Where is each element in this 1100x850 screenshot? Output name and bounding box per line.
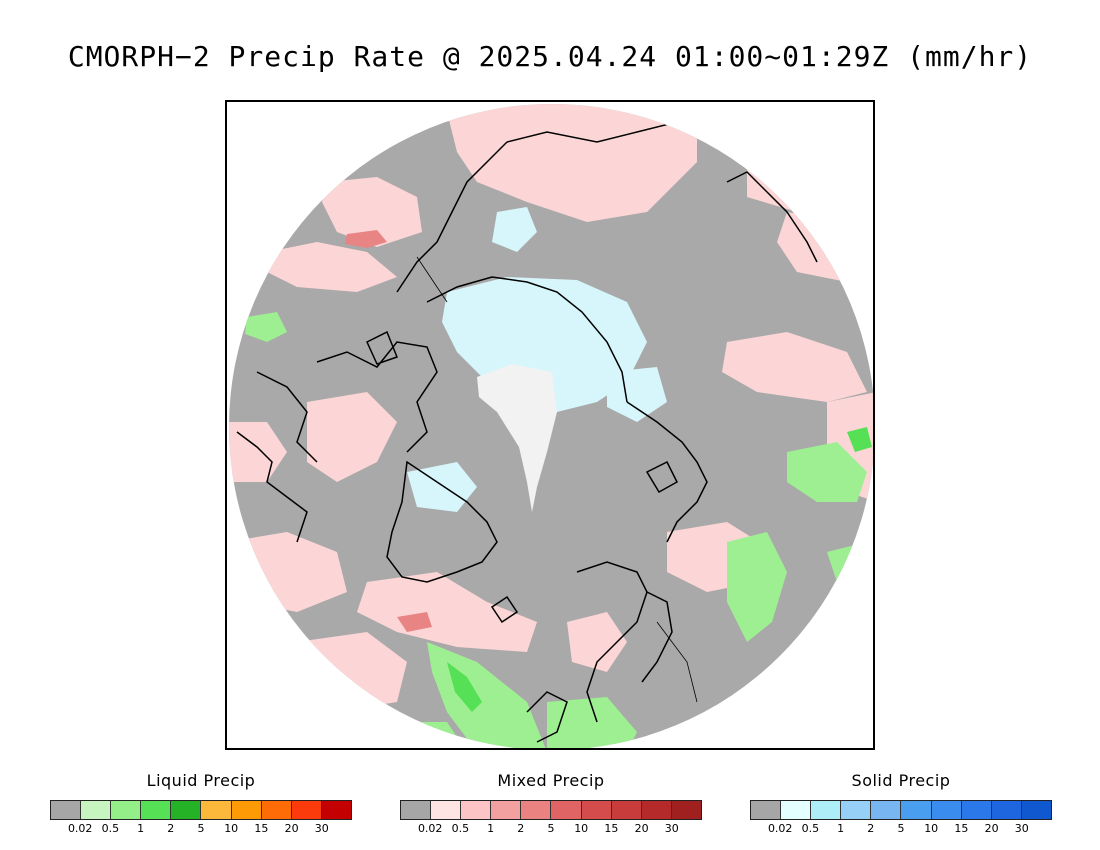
tick-label: 0.5 [801, 822, 820, 835]
tick-label: 2 [867, 822, 875, 835]
liquid-precip-moderate [447, 427, 872, 712]
mixed-precip-heavy [345, 230, 432, 632]
color-swatch [521, 801, 552, 819]
tick-label: 10 [924, 822, 939, 835]
legend-title: Solid Precip [851, 771, 951, 790]
color-swatch [581, 801, 612, 819]
legend-mixed: Mixed Precip 0.02 0.5 1 2 5 10 15 20 30 [400, 770, 702, 836]
color-swatch [991, 801, 1022, 819]
coastlines [236, 121, 818, 743]
legend-solid: Solid Precip 0.02 0.5 1 2 5 10 15 20 30 [750, 770, 1052, 836]
tick-label: 1 [487, 822, 495, 835]
sea-ice-zone [477, 364, 557, 512]
color-swatch [781, 801, 812, 819]
color-swatch [871, 801, 902, 819]
tick-label: 2 [167, 822, 175, 835]
mixed-precip-areas [229, 104, 873, 712]
color-swatch [141, 801, 172, 819]
color-swatch [201, 801, 232, 819]
color-swatch [671, 801, 701, 819]
color-swatch [231, 801, 262, 819]
color-swatch [431, 801, 462, 819]
tick-label: 0.5 [101, 822, 120, 835]
color-swatch [901, 801, 932, 819]
tick-labels: 0.02 0.5 1 2 5 10 15 20 30 [400, 822, 702, 836]
tick-label: 1 [137, 822, 145, 835]
color-swatch [611, 801, 642, 819]
tick-label: 1 [837, 822, 845, 835]
color-scale [400, 800, 702, 820]
tick-label: 0.5 [451, 822, 470, 835]
tick-label: 20 [284, 822, 299, 835]
tick-label: 30 [314, 822, 329, 835]
tick-label: 5 [197, 822, 205, 835]
tick-label: 10 [574, 822, 589, 835]
map-canvas [229, 104, 873, 748]
tick-label: 15 [954, 822, 969, 835]
tick-label: 0.02 [417, 822, 443, 835]
map-title: CMORPH−2 Precip Rate @ 2025.04.24 01:00~… [67, 40, 1033, 73]
tick-label: 5 [897, 822, 905, 835]
tick-labels: 0.02 0.5 1 2 5 10 15 20 30 [750, 822, 1052, 836]
tick-label: 20 [634, 822, 649, 835]
color-swatch [321, 801, 351, 819]
tick-label: 15 [254, 822, 269, 835]
tick-label: 5 [547, 822, 555, 835]
color-swatch [841, 801, 872, 819]
tick-label: 0.02 [67, 822, 93, 835]
color-swatch [51, 801, 82, 819]
color-swatch [261, 801, 292, 819]
color-swatch [931, 801, 962, 819]
polar-precip-map [225, 100, 875, 750]
color-swatch [401, 801, 432, 819]
legend-title: Mixed Precip [497, 771, 605, 790]
legend-liquid: Liquid Precip 0.02 0.5 1 2 5 10 15 20 30 [50, 770, 352, 836]
tick-label: 15 [604, 822, 619, 835]
color-swatch [291, 801, 322, 819]
tick-label: 0.02 [767, 822, 793, 835]
color-swatch [811, 801, 842, 819]
color-scale [50, 800, 352, 820]
color-swatch [551, 801, 582, 819]
color-swatch [81, 801, 112, 819]
color-swatch [171, 801, 202, 819]
legend-title: Liquid Precip [146, 771, 256, 790]
color-swatch [1021, 801, 1051, 819]
tick-label: 30 [1014, 822, 1029, 835]
tick-label: 2 [517, 822, 525, 835]
color-swatch [961, 801, 992, 819]
tick-labels: 0.02 0.5 1 2 5 10 15 20 30 [50, 822, 352, 836]
color-swatch [111, 801, 142, 819]
color-swatch [491, 801, 522, 819]
color-swatch [751, 801, 782, 819]
color-swatch [641, 801, 672, 819]
tick-label: 20 [984, 822, 999, 835]
color-scale [750, 800, 1052, 820]
border-lines [416, 256, 698, 703]
tick-label: 10 [224, 822, 239, 835]
color-swatch [461, 801, 492, 819]
tick-label: 30 [664, 822, 679, 835]
